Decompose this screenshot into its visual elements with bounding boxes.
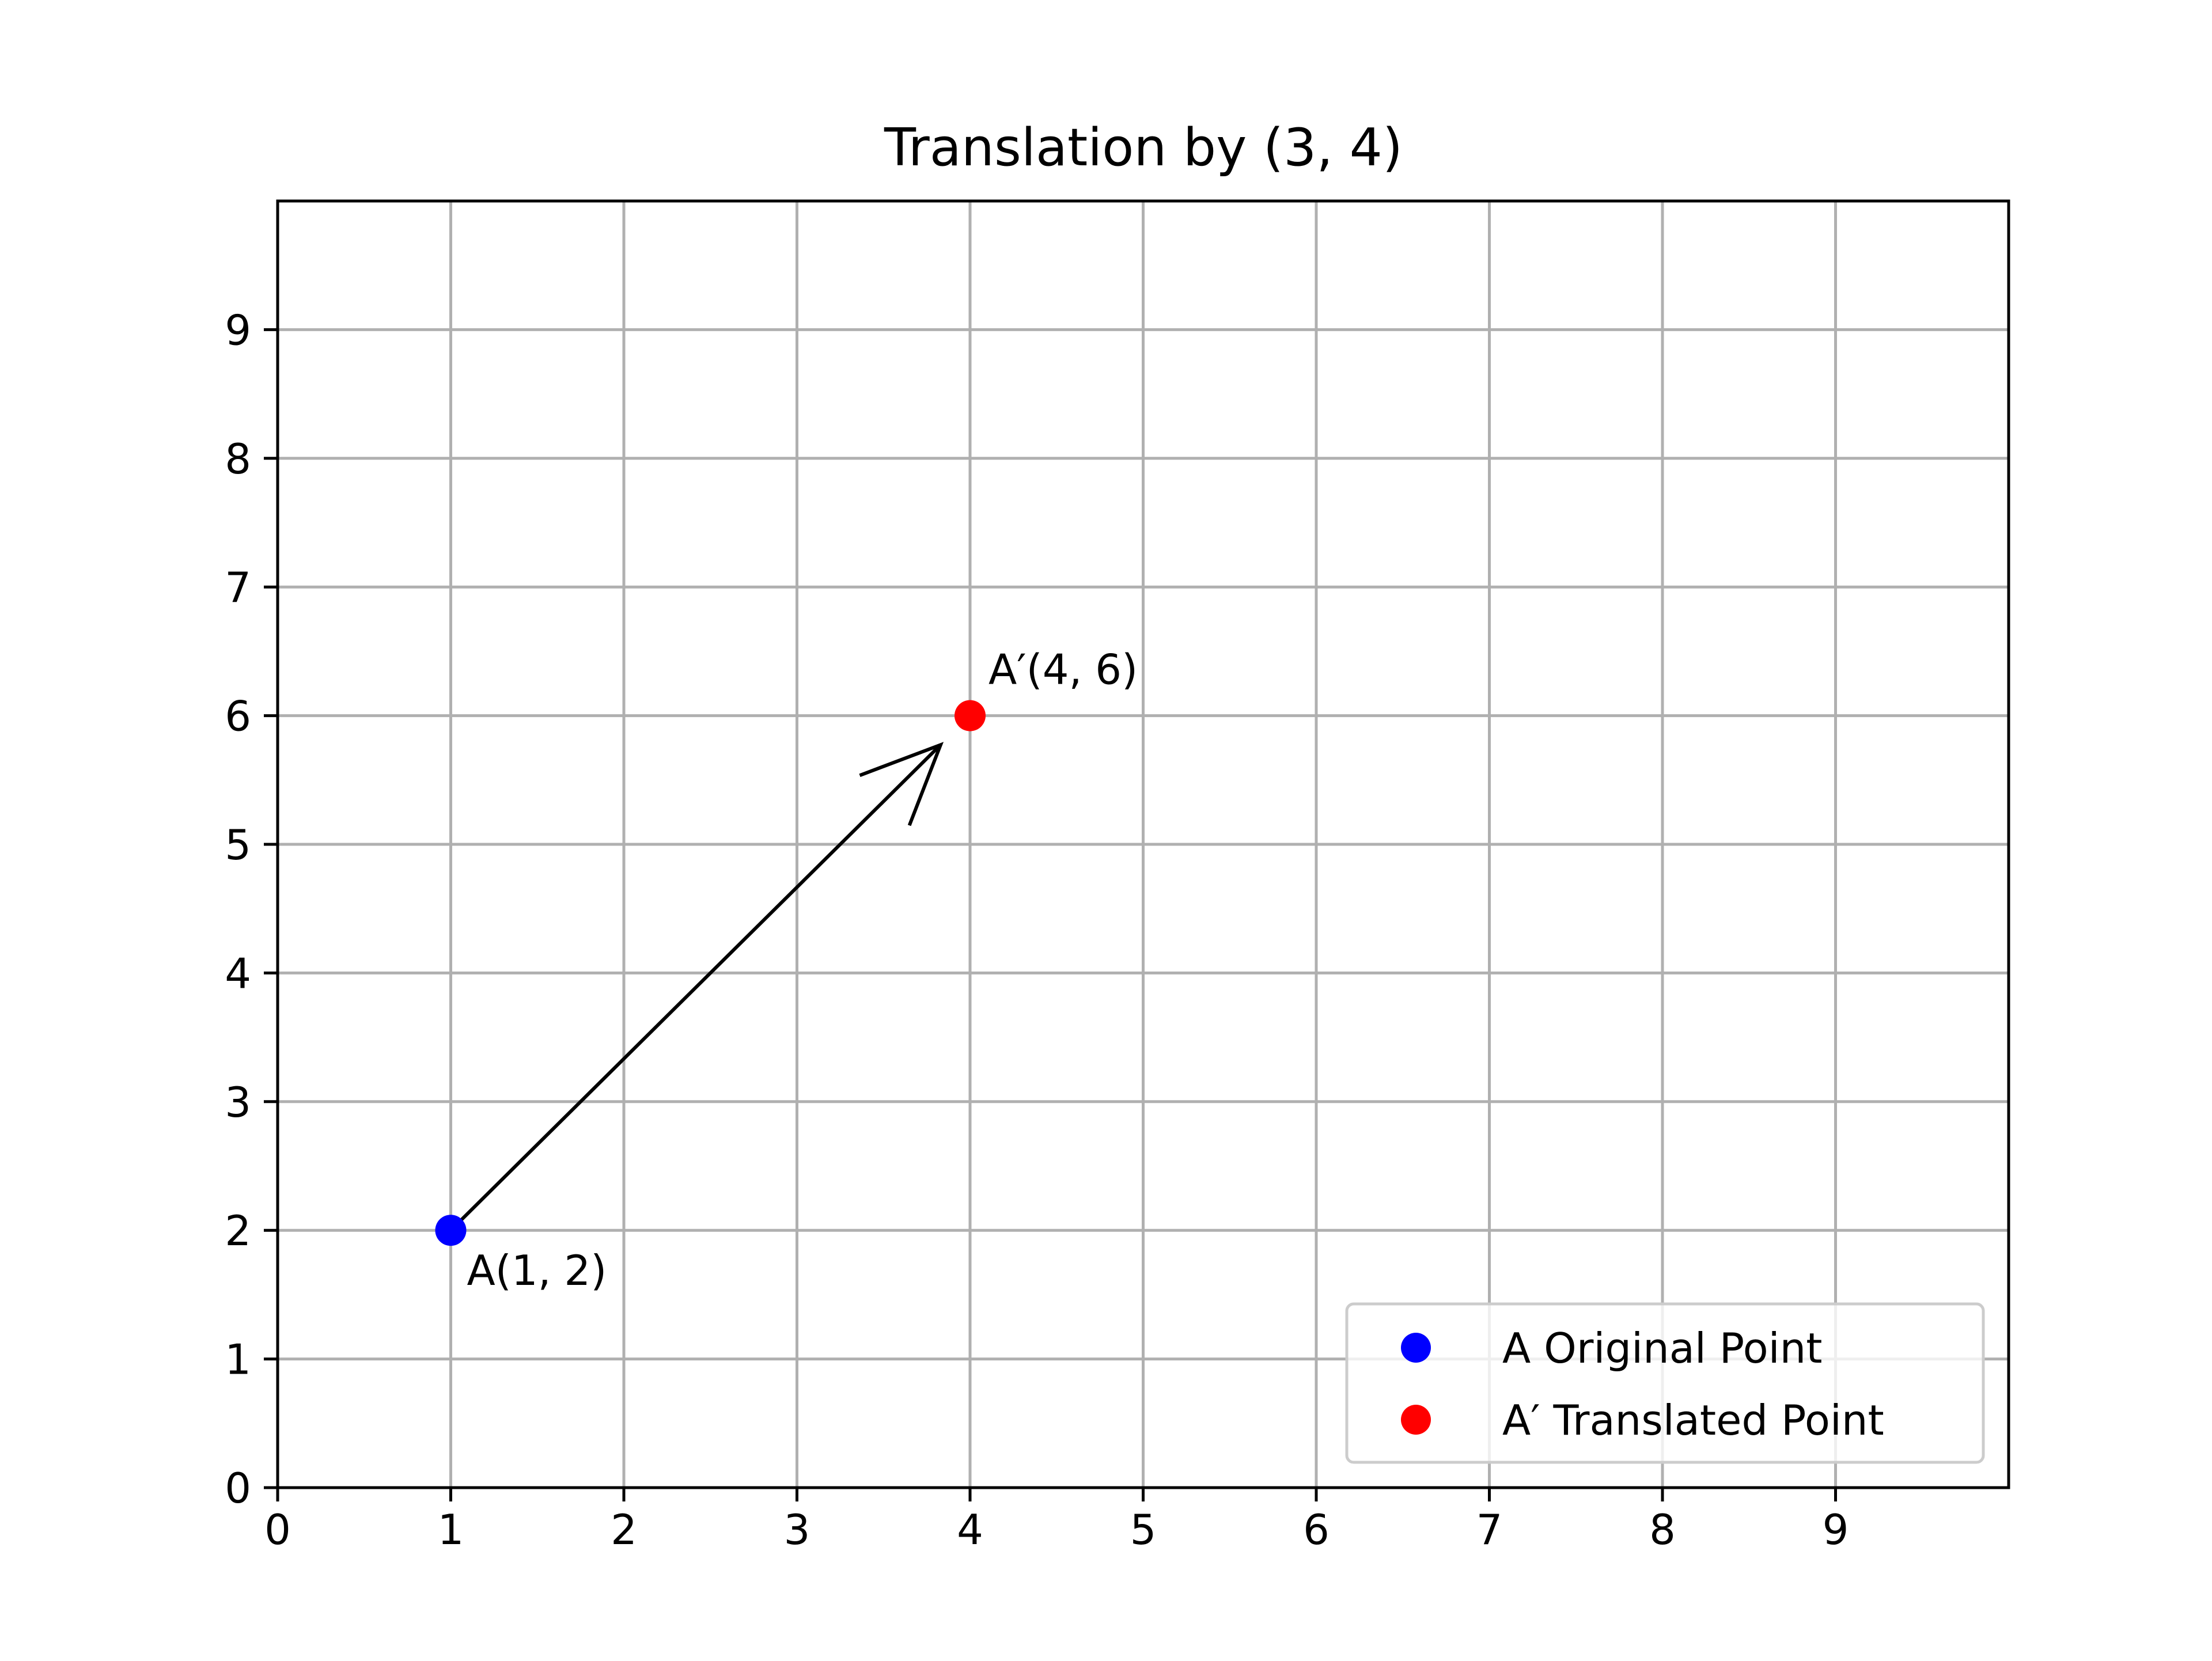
translated-point-marker <box>955 700 986 731</box>
legend-marker <box>1401 1405 1431 1435</box>
x-tick-label: 5 <box>1130 1505 1157 1554</box>
x-tick-label: 2 <box>611 1505 637 1554</box>
x-tick-label: 8 <box>1649 1505 1676 1554</box>
x-tick-label: 4 <box>957 1505 983 1554</box>
y-tick-label: 4 <box>225 949 251 998</box>
y-tick-label: 6 <box>225 692 251 741</box>
x-tick-label: 6 <box>1303 1505 1330 1554</box>
chart-title: Translation by (3, 4) <box>884 117 1403 178</box>
x-tick-label: 9 <box>1823 1505 1849 1554</box>
x-tick-label: 1 <box>438 1505 464 1554</box>
x-tick-label: 0 <box>264 1505 291 1554</box>
point-label: A(1, 2) <box>467 1246 607 1295</box>
legend-marker <box>1401 1333 1431 1363</box>
data-points <box>435 700 986 1246</box>
axes: 0 1 2 3 4 5 6 7 8 9 0 1 2 3 4 5 6 7 8 9 <box>225 199 2010 1554</box>
point-annotations: A(1, 2) A′(4, 6) <box>467 646 1138 1295</box>
x-tick-label: 3 <box>784 1505 810 1554</box>
translation-arrow-group <box>449 742 944 1232</box>
translation-arrow <box>449 744 942 1232</box>
arrow-head <box>859 742 944 826</box>
y-tick-label: 7 <box>225 563 251 612</box>
y-tick-label: 0 <box>225 1464 251 1512</box>
y-tick-label: 9 <box>225 306 251 354</box>
point-label: A′(4, 6) <box>988 646 1138 694</box>
y-tick-label: 5 <box>225 821 251 869</box>
y-tick-label: 3 <box>225 1078 251 1127</box>
plot-frame <box>276 199 2010 1489</box>
y-tick-label: 2 <box>225 1207 251 1255</box>
legend-label: A Original Point <box>1502 1324 1823 1372</box>
y-tick-label: 8 <box>225 435 251 483</box>
x-tick-label: 7 <box>1476 1505 1503 1554</box>
legend: A Original Point A′ Translated Point <box>1345 1302 1985 1464</box>
legend-box <box>1345 1302 1985 1464</box>
y-tick-label: 1 <box>225 1336 251 1384</box>
original-point-marker <box>435 1215 467 1246</box>
legend-label: A′ Translated Point <box>1502 1396 1884 1444</box>
